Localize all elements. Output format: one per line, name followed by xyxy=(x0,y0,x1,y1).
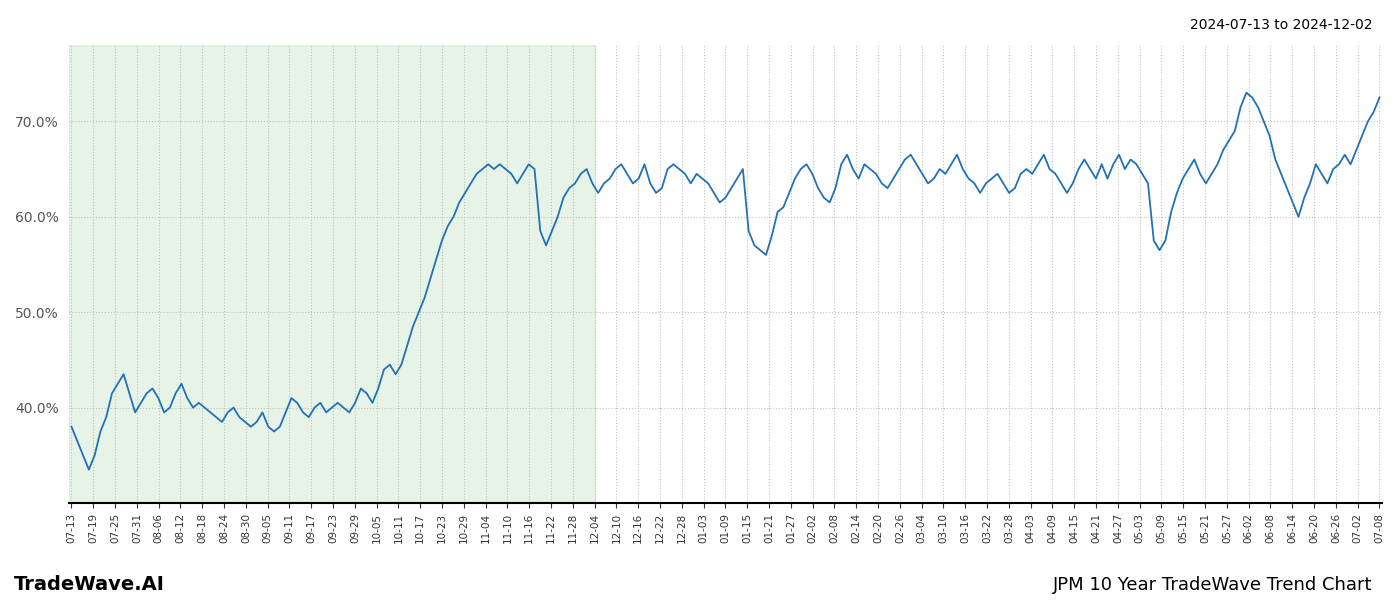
Bar xyxy=(69,45,595,503)
Text: 2024-07-13 to 2024-12-02: 2024-07-13 to 2024-12-02 xyxy=(1190,18,1372,32)
Text: TradeWave.AI: TradeWave.AI xyxy=(14,575,165,594)
Text: JPM 10 Year TradeWave Trend Chart: JPM 10 Year TradeWave Trend Chart xyxy=(1053,576,1372,594)
